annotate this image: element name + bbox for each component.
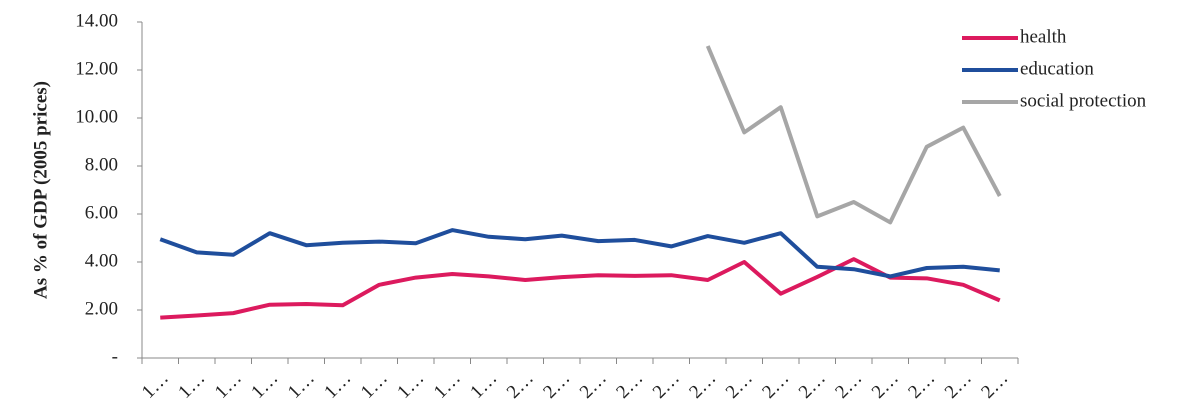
- x-tick-label: 1…: [320, 368, 355, 403]
- series-line: [705, 45, 1002, 225]
- series-line: [160, 257, 1001, 320]
- y-tick-label: 2.00: [85, 298, 118, 319]
- y-tick-label: 4.00: [85, 250, 118, 271]
- y-tick-label: 6.00: [85, 202, 118, 223]
- x-tick-label: 2…: [795, 368, 830, 403]
- x-tick-label: 1…: [284, 368, 319, 403]
- x-tick-label: 1…: [211, 368, 246, 403]
- x-tick-label: 2…: [649, 368, 684, 403]
- x-tick-label: 2…: [831, 368, 866, 403]
- y-tick-label: -: [112, 346, 118, 367]
- x-tick-label: 1…: [393, 368, 428, 403]
- x-tick-label: 2…: [941, 368, 976, 403]
- x-tick-label: 2…: [758, 368, 793, 403]
- x-tick-label: 1…: [357, 368, 392, 403]
- y-tick-label: 8.00: [85, 154, 118, 175]
- legend-label: education: [1020, 58, 1094, 79]
- y-tick-label: 14.00: [75, 10, 118, 31]
- x-tick-label: 2…: [612, 368, 647, 403]
- x-tick-label: 1…: [466, 368, 501, 403]
- x-tick-label: 2…: [977, 368, 1012, 403]
- x-tick-label: 2…: [904, 368, 939, 403]
- x-tick-label: 2…: [722, 368, 757, 403]
- x-tick-label: 2…: [868, 368, 903, 403]
- legend-label: social protection: [1020, 90, 1147, 111]
- y-tick-label: 10.00: [75, 106, 118, 127]
- x-tick-label: 2…: [685, 368, 720, 403]
- x-tick-label: 2…: [576, 368, 611, 403]
- y-axis-title: As % of GDP (2005 prices): [30, 81, 51, 299]
- x-tick-label: 1…: [430, 368, 465, 403]
- x-tick-label: 2…: [539, 368, 574, 403]
- y-tick-label: 12.00: [75, 58, 118, 79]
- series-line: [159, 228, 1000, 279]
- x-tick-label: 2…: [503, 368, 538, 403]
- x-tick-label: 1…: [174, 368, 209, 403]
- x-tick-label: 1…: [138, 368, 173, 403]
- legend-label: health: [1020, 26, 1067, 47]
- x-tick-label: 1…: [247, 368, 282, 403]
